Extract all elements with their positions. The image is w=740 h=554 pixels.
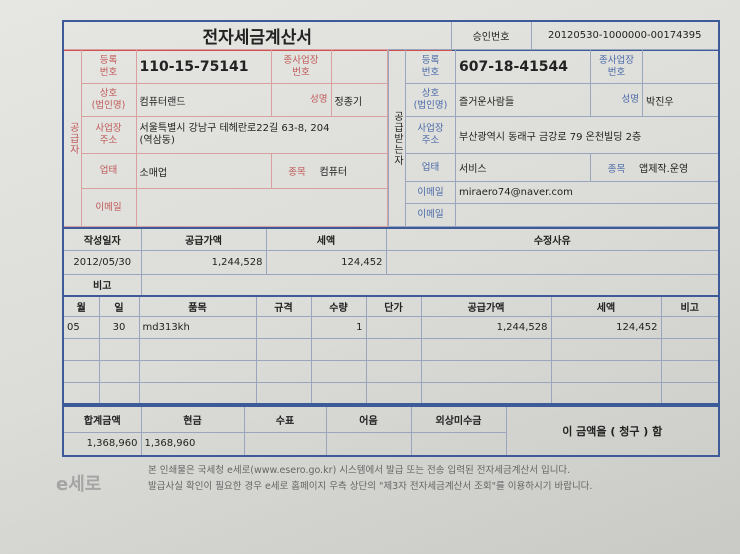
table-row: 05 30 md313kh 1 1,244,528 124,452 bbox=[62, 315, 720, 339]
summary-header-supply: 공급가액 bbox=[140, 227, 267, 251]
totals-header-note: 어음 bbox=[325, 405, 412, 433]
supplier-type-label: 업태 bbox=[80, 153, 137, 189]
summary-date: 2012/05/30 bbox=[62, 249, 142, 275]
row-spec bbox=[255, 315, 312, 339]
receiver-item-cell: 종목 앱제작.운영 bbox=[590, 153, 720, 182]
row-month: 05 bbox=[62, 315, 100, 339]
col-item: 품목 bbox=[138, 295, 257, 317]
items-table: 월 일 품목 규격 수량 단가 공급가액 세액 비고 05 30 md313kh… bbox=[62, 295, 720, 405]
esero-logo: e세로 bbox=[56, 464, 101, 497]
row-supply: 1,244,528 bbox=[420, 315, 552, 339]
supplier-rep-label: 성명 bbox=[270, 83, 332, 117]
supplier-reg-label: 등록 번호 bbox=[80, 49, 137, 84]
title-row: 전자세금계산서 승인번호 20120530-1000000-00174395 bbox=[62, 20, 720, 51]
row-item: md313kh bbox=[138, 315, 257, 339]
receiver-section: 공급받는자 등록 번호 607-18-41544 종사업장 번호 상호 (법인명… bbox=[388, 49, 720, 227]
col-month: 월 bbox=[62, 295, 100, 317]
receiver-reg-label: 등록 번호 bbox=[405, 49, 456, 84]
col-qty: 수량 bbox=[310, 295, 367, 317]
supplier-name-label: 상호 (법인명) bbox=[80, 83, 137, 117]
supplier-side-label: 공급자 bbox=[62, 49, 82, 227]
receiver-name: 즐거운사람들 bbox=[455, 83, 591, 117]
supplier-branch-no bbox=[330, 49, 388, 84]
receiver-name-label: 상호 (법인명) bbox=[405, 83, 456, 117]
receiver-addr-label: 사업장 주소 bbox=[405, 116, 456, 154]
summary-supply: 1,244,528 bbox=[140, 249, 267, 275]
receiver-reg-no: 607-18-41544 bbox=[455, 49, 591, 84]
document-title: 전자세금계산서 bbox=[62, 20, 452, 51]
empty-row bbox=[62, 359, 720, 383]
receiver-branch-no bbox=[642, 49, 720, 84]
supplier-item: 컴퓨터 bbox=[319, 167, 348, 178]
totals-header-check: 수표 bbox=[243, 405, 327, 433]
receiver-type: 서비스 bbox=[455, 153, 591, 182]
row-note bbox=[660, 315, 720, 339]
receiver-side-label: 공급받는자 bbox=[388, 49, 406, 227]
supplier-address: 서울특별시 강남구 테헤란로22길 63-8, 204 (역삼동) bbox=[135, 116, 388, 154]
approval-number: 20120530-1000000-00174395 bbox=[530, 20, 720, 51]
col-note: 비고 bbox=[660, 295, 720, 317]
empty-row bbox=[62, 381, 720, 405]
supplier-section: 공급자 등록 번호 110-15-75141 종사업장 번호 상호 (법인명) … bbox=[62, 49, 388, 227]
supplier-reg-no: 110-15-75141 bbox=[135, 49, 272, 84]
row-day: 30 bbox=[98, 315, 140, 339]
summary-tax: 124,452 bbox=[265, 249, 387, 275]
approval-label: 승인번호 bbox=[450, 20, 532, 51]
summary-section: 작성일자 공급가액 세액 수정사유 2012/05/30 1,244,528 1… bbox=[62, 227, 720, 297]
summary-note-label: 비고 bbox=[62, 273, 142, 297]
col-supply: 공급가액 bbox=[420, 295, 552, 317]
receiver-email: miraero74@naver.com bbox=[455, 181, 720, 204]
receiver-branch-label: 종사업장 번호 bbox=[590, 49, 643, 84]
logo-text: e세로 bbox=[56, 474, 102, 495]
summary-header-tax: 세액 bbox=[265, 227, 387, 251]
col-unit-price: 단가 bbox=[365, 295, 422, 317]
supplier-email bbox=[135, 188, 388, 227]
receiver-rep-label: 성명 bbox=[590, 83, 643, 117]
receiver-rep: 박진우 bbox=[642, 83, 720, 117]
summary-reason bbox=[385, 249, 720, 275]
totals-check bbox=[243, 431, 327, 457]
receiver-email-label: 이메일 bbox=[405, 181, 456, 204]
receiver-email2 bbox=[455, 203, 720, 227]
totals-note bbox=[325, 431, 412, 457]
footer-line-1: 본 인쇄물은 국세청 e세로(www.esero.go.kr) 시스템에서 발급… bbox=[148, 465, 571, 476]
supplier-rep: 정종기 bbox=[330, 83, 388, 117]
supplier-branch-label: 종사업장 번호 bbox=[270, 49, 332, 84]
col-spec: 규격 bbox=[255, 295, 312, 317]
totals-header-cash: 현금 bbox=[140, 405, 245, 433]
supplier-item-cell: 종목 컴퓨터 bbox=[270, 153, 388, 189]
receiver-type-label: 업태 bbox=[405, 153, 456, 182]
footer-line-2: 발급사실 확인이 필요한 경우 e세로 홈페이지 우측 상단의 "제3자 전자세… bbox=[148, 481, 593, 492]
col-tax: 세액 bbox=[550, 295, 662, 317]
col-day: 일 bbox=[98, 295, 140, 317]
supplier-item-label: 종목 bbox=[288, 167, 306, 178]
receiver-email2-label: 이메일 bbox=[405, 203, 456, 227]
items-header-row: 월 일 품목 규격 수량 단가 공급가액 세액 비고 bbox=[62, 295, 720, 317]
totals-header-total: 합계금액 bbox=[62, 405, 142, 433]
claim-text: 이 금액을 ( 청구 ) 함 bbox=[505, 405, 720, 457]
row-qty: 1 bbox=[310, 315, 367, 339]
totals-cash: 1,368,960 bbox=[140, 431, 245, 457]
receiver-address: 부산광역시 동래구 금강로 79 온천빌딩 2층 bbox=[455, 116, 720, 154]
totals-section: 합계금액 현금 수표 어음 외상미수금 이 금액을 ( 청구 ) 함 1,368… bbox=[62, 405, 720, 457]
supplier-email-label: 이메일 bbox=[80, 188, 137, 227]
supplier-name: 컴퓨터랜드 bbox=[135, 83, 272, 117]
totals-credit bbox=[410, 431, 507, 457]
totals-total: 1,368,960 bbox=[62, 431, 142, 457]
row-unit-price bbox=[365, 315, 422, 339]
receiver-item: 앱제작.운영 bbox=[639, 163, 689, 175]
summary-header-reason: 수정사유 bbox=[385, 227, 720, 251]
receiver-item-label: 종목 bbox=[607, 163, 626, 175]
summary-note bbox=[140, 273, 720, 297]
totals-header-credit: 외상미수금 bbox=[410, 405, 507, 433]
empty-row bbox=[62, 337, 720, 361]
supplier-type: 소매업 bbox=[135, 153, 272, 189]
row-tax: 124,452 bbox=[550, 315, 662, 339]
supplier-addr-label: 사업장 주소 bbox=[80, 116, 137, 154]
summary-header-date: 작성일자 bbox=[62, 227, 142, 251]
